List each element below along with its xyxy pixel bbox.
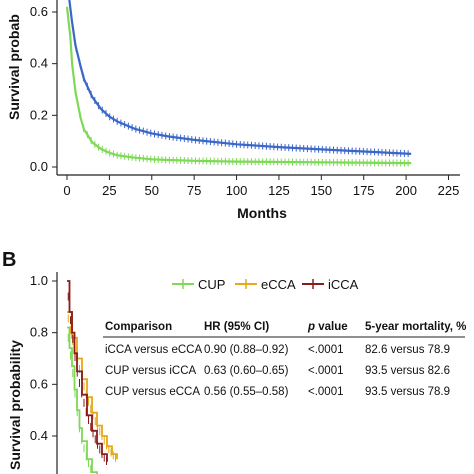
table-cell-hr: 0.63 (0.60–0.65) [204, 365, 289, 377]
x-tick-label: 25 [102, 183, 116, 198]
x-tick-label: 200 [395, 183, 417, 198]
y-tick-label: 0.2 [30, 107, 48, 122]
panel-b-y-ticks: 0.4 0.6 0.8 1.0 [30, 273, 57, 443]
panel-b-y-axis-label: Survival probability [7, 340, 23, 470]
table-row: iCCA versus eCCA 0.90 (0.88–0.92) <.0001… [105, 344, 450, 356]
y-tick-label: 0.4 [30, 428, 48, 443]
table-header-comparison: Comparison [105, 321, 172, 333]
y-tick-label: 0.6 [30, 4, 48, 19]
table-header-hr: HR (95% CI) [204, 321, 269, 333]
legend-label-icca: iCCA [328, 277, 359, 292]
panel-b-series-ecca-line [67, 311, 118, 460]
panel-a-y-axis-label: Survival probab [6, 14, 22, 120]
table-cell-p: <.0001 [308, 344, 344, 356]
table-cell-p: <.0001 [308, 386, 344, 398]
x-tick-label: 50 [145, 183, 159, 198]
table-cell-hr: 0.56 (0.55–0.58) [204, 386, 289, 398]
panel-a-series-line [65, 6, 412, 165]
table-row: CUP versus iCCA 0.63 (0.60–0.65) <.0001 … [105, 365, 450, 377]
comparison-table: Comparison HR (95% CI) p value 5-year mo… [103, 321, 466, 398]
x-tick-label: 100 [226, 183, 248, 198]
table-cell-comparison: CUP versus iCCA [105, 365, 196, 377]
panel-a-y-ticks: 0.0 0.2 0.4 0.6 [30, 4, 57, 174]
panel-a-plot-area [65, 0, 412, 167]
x-tick-label: 150 [310, 183, 332, 198]
table-cell-comparison: iCCA versus eCCA [105, 344, 202, 356]
x-tick-label: 125 [268, 183, 290, 198]
panel-a-x-axis-label: Months [237, 205, 287, 221]
table-cell-comparison: CUP versus eCCA [105, 386, 200, 398]
panel-a: 0 25 50 75 100 125 150 175 200 225 0.0 0.2 0.4 0.6 M… [6, 0, 460, 221]
panel-a-x-ticks: 0 25 50 75 100 125 150 175 200 225 [63, 175, 459, 198]
panel-b-plot-area [67, 280, 118, 474]
table-header-p-rest: value [315, 321, 348, 333]
table-cell-mortality: 93.5 versus 82.6 [365, 365, 450, 377]
table-cell-p: <.0001 [308, 365, 344, 377]
panel-b: B 0.4 0.6 0.8 1.0 Survival probability CUP … [2, 249, 466, 474]
table-header-mortality: 5-year mortality, % [365, 321, 466, 333]
panel-b-legend: CUP eCCA iCCA [172, 277, 359, 292]
y-tick-label: 0.0 [30, 159, 48, 174]
table-header-p-italic: p [307, 321, 315, 333]
table-cell-mortality: 93.5 versus 78.9 [365, 386, 450, 398]
legend-item-icca: iCCA [302, 277, 359, 292]
x-tick-label: 75 [187, 183, 201, 198]
panel-a-series-line [68, 0, 412, 155]
table-cell-mortality: 82.6 versus 78.9 [365, 344, 450, 356]
legend-item-cup: CUP [172, 277, 225, 292]
x-tick-label: 0 [63, 183, 70, 198]
panel-b-label: B [2, 249, 16, 271]
legend-label-cup: CUP [198, 277, 225, 292]
y-tick-label: 0.6 [30, 376, 48, 391]
x-tick-label: 175 [353, 183, 375, 198]
legend-label-ecca: eCCA [261, 277, 296, 292]
table-row: CUP versus eCCA 0.56 (0.55–0.58) <.0001 … [105, 386, 450, 398]
table-cell-hr: 0.90 (0.88–0.92) [204, 344, 289, 356]
y-tick-label: 0.8 [30, 325, 48, 340]
x-tick-label: 225 [438, 183, 460, 198]
y-tick-label: 1.0 [30, 273, 48, 288]
legend-item-ecca: eCCA [235, 277, 296, 292]
y-tick-label: 0.4 [30, 56, 48, 71]
table-header-p-value: p value [307, 321, 348, 333]
panel-b-series-cup-line [67, 326, 98, 474]
